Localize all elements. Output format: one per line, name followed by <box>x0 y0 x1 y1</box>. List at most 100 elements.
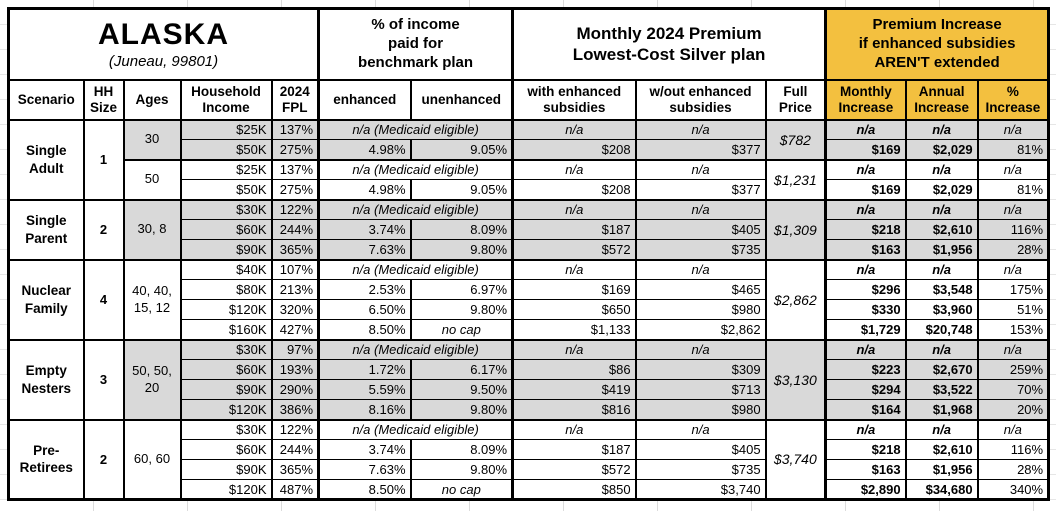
income-cell: $120K <box>179 399 272 420</box>
enhanced-pct-cell: 3.74% <box>317 219 411 240</box>
benchmark-section-header: % of income paid for benchmark plan <box>317 8 513 80</box>
annual-increase-cell: $1,956 <box>904 239 978 260</box>
with-subsidies-cell: n/a <box>511 198 636 220</box>
annual-increase-cell: $2,029 <box>904 179 978 200</box>
income-cell: $25K <box>179 158 272 180</box>
col-header-unenhanced: unenhanced <box>409 78 513 121</box>
pct-increase-cell: 51% <box>976 299 1049 320</box>
income-cell: $80K <box>179 279 272 300</box>
monthly-increase-cell: n/a <box>824 338 906 360</box>
fpl-cell: 244% <box>270 219 319 240</box>
with-subsidies-cell: $187 <box>511 219 636 240</box>
wout-subsidies-cell: n/a <box>634 418 766 440</box>
annual-increase-cell: n/a <box>904 198 978 220</box>
table-row: $90K 290% 5.59% 9.50% $419 $713 $294 $3,522 70% <box>9 379 1049 400</box>
table-row: Empty Nesters 3 50, 50, 20 $30K 97% n/a (Medica… <box>7 338 1049 420</box>
with-subsidies-cell: n/a <box>511 418 636 440</box>
medicaid-eligible-cell: n/a (Medicaid eligible) <box>317 158 513 180</box>
medicaid-eligible-cell: n/a (Medicaid eligible) <box>317 198 513 220</box>
wout-subsidies-cell: $377 <box>634 179 766 200</box>
annual-increase-cell: $34,680 <box>904 479 978 500</box>
pct-increase-cell: n/a <box>976 198 1049 220</box>
enhanced-pct-cell: 4.98% <box>317 139 411 160</box>
unenhanced-pct-cell: 8.09% <box>409 219 513 240</box>
col-header-with-subsidies: with enhanced subsidies <box>511 78 636 121</box>
fpl-cell: 386% <box>270 399 319 420</box>
col-header-annual-increase: Annual Increase <box>904 78 978 121</box>
pct-increase-cell: 81% <box>976 139 1049 160</box>
ages-cell: 60, 60 <box>122 418 181 500</box>
income-cell: $40K <box>179 258 272 280</box>
unenhanced-pct-cell: no cap <box>409 319 513 340</box>
unenhanced-pct-cell: 6.17% <box>409 359 513 380</box>
wout-subsidies-cell: n/a <box>634 118 766 140</box>
wout-subsidies-cell: $713 <box>634 379 766 400</box>
fpl-cell: 290% <box>270 379 319 400</box>
annual-increase-cell: $1,968 <box>904 399 978 420</box>
with-subsidies-cell: $572 <box>511 459 636 480</box>
fpl-cell: 487% <box>270 479 319 500</box>
enhanced-pct-cell: 3.74% <box>317 439 411 460</box>
monthly-increase-cell: $1,729 <box>824 319 906 340</box>
full-price-cell: $1,231 <box>764 158 826 200</box>
column-header-row: Scenario HH Size Ages Household Income 2… <box>7 78 1049 121</box>
fpl-cell: 365% <box>270 239 319 260</box>
fpl-cell: 107% <box>270 258 319 280</box>
fpl-cell: 275% <box>270 179 319 200</box>
state-location: (Juneau, 99801) <box>108 52 219 70</box>
col-header-enhanced: enhanced <box>317 78 411 121</box>
monthly-increase-cell: n/a <box>824 118 906 140</box>
enhanced-pct-cell: 8.50% <box>317 319 411 340</box>
medicaid-eligible-cell: n/a (Medicaid eligible) <box>317 258 513 280</box>
monthly-increase-cell: $2,890 <box>824 479 906 500</box>
pct-increase-cell: 116% <box>976 219 1049 240</box>
wout-subsidies-cell: $405 <box>634 439 766 460</box>
table-row: $120K 386% 8.16% 9.80% $816 $980 $164 $1,968 20% <box>9 399 1049 420</box>
table-row: $60K 244% 3.74% 8.09% $187 $405 $218 $2,610 116% <box>9 439 1049 460</box>
col-header-monthly-increase: Monthly Increase <box>824 78 906 121</box>
income-cell: $90K <box>179 239 272 260</box>
scenario-cell: Nuclear Family <box>7 258 84 340</box>
annual-increase-cell: $1,956 <box>904 459 978 480</box>
fpl-cell: 122% <box>270 198 319 220</box>
wout-subsidies-cell: $735 <box>634 239 766 260</box>
table-row: $120K 320% 6.50% 9.80% $650 $980 $330 $3,960 51% <box>9 299 1049 320</box>
enhanced-pct-cell: 2.53% <box>317 279 411 300</box>
pct-increase-cell: n/a <box>976 258 1049 280</box>
full-price-cell: $782 <box>764 118 826 160</box>
fpl-cell: 137% <box>270 158 319 180</box>
with-subsidies-cell: $650 <box>511 299 636 320</box>
col-header-pct-increase: % Increase <box>976 78 1049 121</box>
income-cell: $120K <box>179 479 272 500</box>
table-row: Single Adult 1 30 $25K 137% n/a (Medicaid elig… <box>7 118 1049 200</box>
fpl-cell: 275% <box>270 139 319 160</box>
ages-cell: 50 <box>122 158 181 200</box>
with-subsidies-cell: $1,133 <box>511 319 636 340</box>
unenhanced-pct-cell: 6.97% <box>409 279 513 300</box>
income-cell: $160K <box>179 319 272 340</box>
enhanced-pct-cell: 7.63% <box>317 459 411 480</box>
fpl-cell: 365% <box>270 459 319 480</box>
monthly-increase-cell: $163 <box>824 239 906 260</box>
monthly-increase-cell: n/a <box>824 418 906 440</box>
annual-increase-cell: $3,522 <box>904 379 978 400</box>
table-row: 50 $25K 137% n/a (Medicaid eligible) n/a n/a $… <box>9 158 1049 200</box>
table-row: $50K 275% 4.98% 9.05% $208 $377 $169 $2,029 81% <box>9 179 1049 200</box>
medicaid-eligible-cell: n/a (Medicaid eligible) <box>317 338 513 360</box>
monthly-increase-cell: n/a <box>824 198 906 220</box>
wout-subsidies-cell: n/a <box>634 258 766 280</box>
with-subsidies-cell: $208 <box>511 179 636 200</box>
premium-comparison-table: ALASKA (Juneau, 99801) % of income paid … <box>7 7 1051 501</box>
fpl-cell: 193% <box>270 359 319 380</box>
annual-increase-cell: $2,610 <box>904 219 978 240</box>
scenario-cell: Empty Nesters <box>7 338 84 420</box>
table-row: Nuclear Family 4 40, 40, 15, 12 $40K 107% n/a (… <box>7 258 1049 340</box>
full-price-cell: $3,740 <box>764 418 826 500</box>
fpl-cell: 320% <box>270 299 319 320</box>
pct-increase-cell: 70% <box>976 379 1049 400</box>
income-cell: $120K <box>179 299 272 320</box>
unenhanced-pct-cell: 9.50% <box>409 379 513 400</box>
col-header-wout-subsidies: w/out enhanced subsidies <box>634 78 766 121</box>
full-price-cell: $3,130 <box>764 338 826 420</box>
